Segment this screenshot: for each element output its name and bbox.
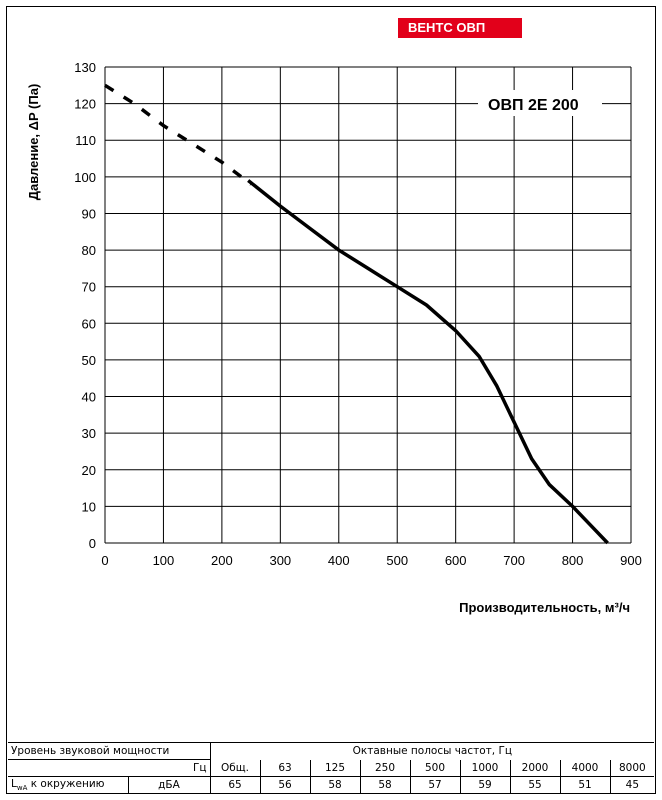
freq-header-cell: 250 xyxy=(359,759,411,777)
freq-header-cell: Общ. xyxy=(209,759,261,777)
frequency-row: Гц Общ. 63 125 250 500 1000 2000 4000 8000 xyxy=(8,759,655,777)
freq-header-cell: 2000 xyxy=(509,759,561,777)
freq-header-cell: 8000 xyxy=(609,759,655,777)
freq-header-cell: 1000 xyxy=(459,759,511,777)
y-tick-label: 30 xyxy=(82,426,96,441)
x-tick-label: 200 xyxy=(211,553,233,568)
y-tick-label: 90 xyxy=(82,206,96,221)
x-tick-label: 300 xyxy=(269,553,291,568)
value-cell: 65 xyxy=(209,776,261,794)
bands-header: Октавные полосы частот, Гц xyxy=(209,742,655,760)
y-tick-label: 0 xyxy=(89,536,96,551)
sound-power-table: Уровень звуковой мощности Октавные полос… xyxy=(8,742,655,794)
chart-ticks: 0 100 200 300 400 500 600 700 800 900 0 10 20 30 40 50 6… xyxy=(74,60,642,568)
x-tick-label: 700 xyxy=(503,553,525,568)
freq-header-cell: 4000 xyxy=(559,759,611,777)
y-tick-label: 110 xyxy=(75,133,96,148)
chart-title-box xyxy=(478,90,602,116)
x-tick-label: 900 xyxy=(620,553,642,568)
value-cell: 58 xyxy=(309,776,361,794)
row-unit: дБА xyxy=(127,776,211,794)
empty-cell xyxy=(8,759,128,777)
y-tick-label: 20 xyxy=(82,463,96,478)
performance-chart: 0 100 200 300 400 500 600 700 800 900 0 10 20 30 40 50 6… xyxy=(26,60,642,615)
performance-curve xyxy=(247,179,609,545)
y-tick-label: 40 xyxy=(82,390,96,405)
x-tick-label: 400 xyxy=(328,553,350,568)
y-tick-label: 80 xyxy=(82,243,96,258)
y-tick-label: 120 xyxy=(74,97,96,112)
x-tick-label: 800 xyxy=(562,553,584,568)
x-tick-label: 500 xyxy=(386,553,408,568)
value-row: LwA к окружению дБА 65 56 58 58 57 59 55 51 45 xyxy=(8,776,655,794)
value-cell: 58 xyxy=(359,776,411,794)
table-title: Уровень звуковой мощности xyxy=(8,742,211,760)
y-tick-label: 60 xyxy=(82,316,96,331)
x-tick-label: 0 xyxy=(101,553,108,568)
value-cell: 45 xyxy=(609,776,655,794)
value-cell: 57 xyxy=(409,776,461,794)
freq-header-cell: 125 xyxy=(309,759,361,777)
freq-header-cell: 500 xyxy=(409,759,461,777)
x-tick-label: 600 xyxy=(445,553,467,568)
value-cell: 55 xyxy=(509,776,561,794)
value-cell: 51 xyxy=(559,776,611,794)
table-header-row: Уровень звуковой мощности Октавные полос… xyxy=(8,742,655,760)
y-axis-label: Давление, ΔP (Па) xyxy=(26,84,41,201)
brand-label: ВЕНТС ОВП xyxy=(398,18,522,38)
y-tick-label: 100 xyxy=(74,170,96,185)
y-tick-label: 70 xyxy=(82,280,96,295)
y-tick-label: 10 xyxy=(82,499,96,514)
page-frame xyxy=(6,6,656,794)
y-tick-label: 130 xyxy=(74,60,96,75)
chart-title: ОВП 2Е 200 xyxy=(488,97,579,114)
dashed-curve xyxy=(104,83,253,186)
value-cell: 59 xyxy=(459,776,511,794)
row-label: LwA к окружению xyxy=(8,776,128,794)
chart-grid xyxy=(104,66,632,544)
chart-curves xyxy=(104,83,609,545)
x-tick-label: 100 xyxy=(153,553,175,568)
y-tick-label: 50 xyxy=(82,353,96,368)
x-axis-label: Производительность, м³/ч xyxy=(459,600,630,615)
freq-header-cell: 63 xyxy=(259,759,311,777)
unit-header: Гц xyxy=(128,759,211,777)
value-cell: 56 xyxy=(259,776,311,794)
